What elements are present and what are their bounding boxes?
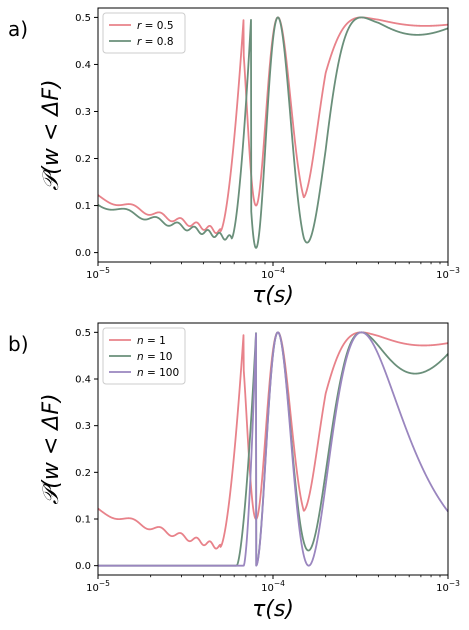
x-tick-label: 10−3 (436, 266, 460, 281)
chart-panel-a: 0.0 0.1 0.2 0.3 0.4 0.5 10−5 10−4 10−3 𝒫(w < ΔF) τ… (8, 7, 460, 308)
plot-area (97, 16, 449, 249)
legend-box (102, 327, 186, 385)
x-tick-label: 10−5 (86, 266, 110, 281)
y-tick-label: 0.1 (75, 201, 91, 212)
y-tick-label: 0.3 (75, 107, 91, 118)
legend-entry: n = 100 (137, 367, 179, 379)
y-tick-label: 0.5 (75, 328, 91, 339)
y-tick-label: 0.0 (75, 561, 91, 572)
y-axis-label: 𝒫(w < ΔF) (39, 393, 64, 504)
legend: r = 0.5 r = 0.8 (102, 12, 186, 54)
series-line-r-0.8 (97, 16, 449, 249)
panel-label: a) (8, 17, 28, 41)
legend: n = 1 n = 10 n = 100 (102, 327, 186, 385)
y-tick-label: 0.2 (75, 468, 91, 479)
y-tick-label: 0.2 (75, 154, 91, 165)
x-tick-label: 10−4 (261, 579, 285, 594)
x-tick-label: 10−5 (86, 579, 110, 594)
x-axis-label: τ(s) (252, 283, 294, 308)
y-tick-label: 0.3 (75, 421, 91, 432)
legend-entry: r = 0.8 (137, 36, 174, 48)
x-tick-label: 10−3 (436, 579, 460, 594)
y-tick-label: 0.1 (75, 515, 91, 526)
legend-entry: n = 10 (137, 351, 173, 363)
y-axis-label: 𝒫(w < ΔF) (39, 79, 64, 190)
legend-entry: r = 0.5 (137, 20, 174, 32)
series-line-n-100 (97, 331, 449, 567)
y-tick-label: 0.4 (75, 375, 91, 386)
y-tick-label: 0.0 (75, 248, 91, 259)
legend-entry: n = 1 (137, 335, 166, 347)
plot-area (97, 331, 449, 567)
panel-label: b) (8, 332, 29, 356)
chart-panel-b: 0.0 0.1 0.2 0.3 0.4 0.5 10−5 10−4 10−3 𝒫(w < ΔF) τ… (8, 322, 460, 622)
legend-box (102, 12, 186, 54)
y-tick-label: 0.5 (75, 13, 91, 24)
x-axis-label: τ(s) (252, 597, 294, 622)
x-tick-label: 10−4 (261, 266, 285, 281)
y-tick-label: 0.4 (75, 60, 91, 71)
